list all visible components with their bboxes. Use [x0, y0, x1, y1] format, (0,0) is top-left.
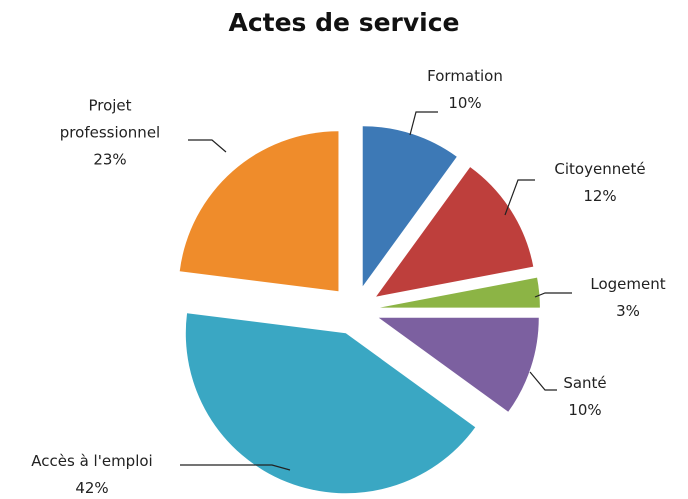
- slice-name: Accès à l'emploi: [31, 452, 153, 470]
- pie-slice: [376, 167, 534, 297]
- slice-name: Logement: [590, 275, 666, 293]
- slice-value: 42%: [75, 479, 109, 497]
- pie-slice: [362, 126, 457, 287]
- pie-slice: [378, 317, 539, 412]
- slice-label: Citoyenneté 12%: [554, 156, 645, 210]
- slice-label: Formation 10%: [427, 63, 503, 117]
- slice-name: Formation: [427, 67, 503, 85]
- pie-slice: [379, 277, 540, 308]
- slice-value: 3%: [616, 302, 640, 320]
- slice-value: 10%: [448, 94, 482, 112]
- pie-slice: [185, 313, 476, 494]
- leader-line: [529, 371, 557, 391]
- slice-value: 10%: [568, 401, 602, 419]
- leader-line: [188, 139, 227, 153]
- slice-label: Accès à l'emploi 42%: [31, 448, 152, 499]
- slice-name: Citoyenneté: [554, 160, 646, 178]
- leader-line: [504, 179, 535, 216]
- slice-label: Logement 3%: [590, 271, 665, 325]
- leader-line: [409, 111, 438, 136]
- slice-name: Santé: [563, 374, 607, 392]
- pie-slice: [179, 131, 339, 292]
- chart-title: Actes de service: [228, 8, 460, 37]
- leader-line: [534, 292, 572, 298]
- slice-label: Santé 10%: [563, 370, 606, 424]
- slice-value: 12%: [583, 187, 617, 205]
- slice-name: Projet professionnel: [59, 96, 161, 142]
- slice-label: Projet professionnel 23%: [40, 93, 180, 174]
- leader-line: [180, 464, 291, 471]
- slice-value: 23%: [93, 150, 127, 169]
